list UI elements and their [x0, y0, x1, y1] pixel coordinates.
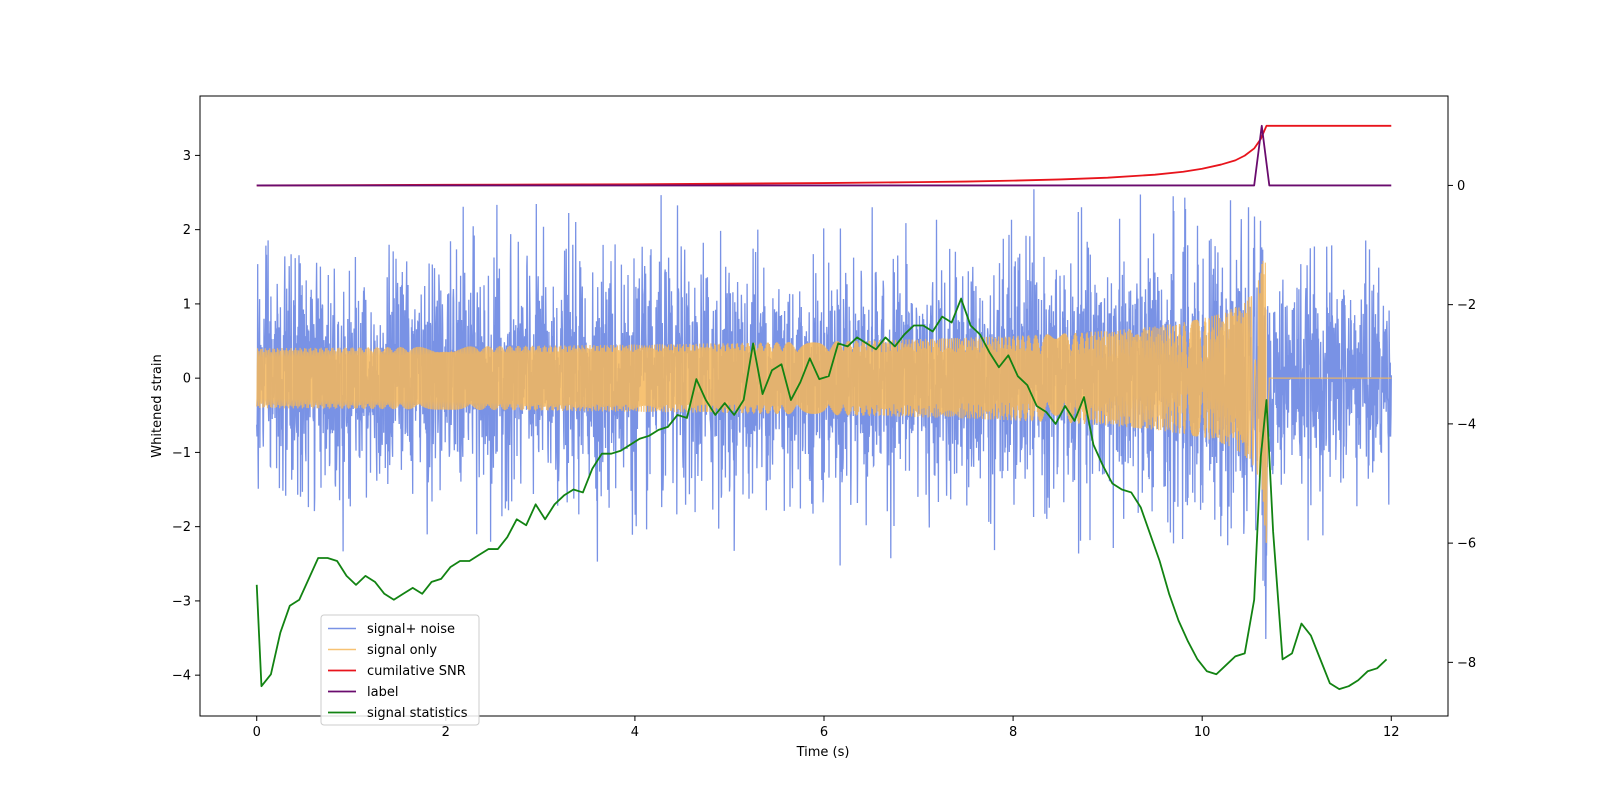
legend-entry: signal only — [367, 643, 437, 658]
legend-entry: cumilative SNR — [367, 664, 466, 679]
y-left-tick-label: −1 — [172, 446, 191, 461]
series-signal-only — [256, 260, 1392, 543]
x-tick-label: 10 — [1194, 725, 1211, 740]
x-tick-label: 0 — [253, 725, 261, 740]
series-signal-statistics — [255, 297, 1388, 691]
y-right-tick-label: −6 — [1457, 537, 1476, 552]
y-right-tick-label: −8 — [1457, 656, 1476, 671]
x-axis-label: Time (s) — [796, 745, 850, 760]
x-tick-label: 12 — [1383, 725, 1400, 740]
plot-area — [255, 124, 1392, 691]
y-left-tick-label: 0 — [183, 372, 191, 387]
y-left-tick-label: 2 — [183, 223, 191, 238]
x-tick-label: 6 — [820, 725, 828, 740]
x-tick-label: 8 — [1009, 725, 1017, 740]
y-axis-label: Whitened strain — [150, 354, 165, 457]
y-axis-right: −8 −6 −4 −2 0 — [1448, 179, 1476, 671]
y-left-tick-label: −3 — [172, 594, 191, 609]
legend: signal+ noise signal only cumilative SNR la… — [320, 614, 480, 726]
x-tick-label: 4 — [631, 725, 639, 740]
y-left-tick-label: 1 — [183, 297, 191, 312]
y-axis-left: −4 −3 −2 −1 0 1 2 3 — [172, 149, 200, 684]
signal-statistics-line — [255, 297, 1388, 691]
legend-frame — [320, 614, 480, 726]
series-cumulative-snr — [256, 124, 1392, 187]
cumulative-snr-line — [256, 124, 1392, 187]
y-right-tick-label: −4 — [1457, 417, 1476, 432]
legend-entry: label — [367, 685, 398, 700]
y-left-tick-label: 3 — [183, 149, 191, 164]
x-tick-label: 2 — [442, 725, 450, 740]
signal-only-line — [256, 260, 1392, 543]
y-left-tick-label: −4 — [172, 669, 191, 684]
y-left-tick-label: −2 — [172, 520, 191, 535]
series-label — [256, 124, 1392, 187]
legend-entry: signal statistics — [367, 706, 468, 721]
label-line — [256, 124, 1392, 187]
y-right-tick-label: −2 — [1457, 298, 1476, 313]
legend-entry: signal+ noise — [367, 622, 455, 637]
y-right-tick-label: 0 — [1457, 179, 1465, 194]
